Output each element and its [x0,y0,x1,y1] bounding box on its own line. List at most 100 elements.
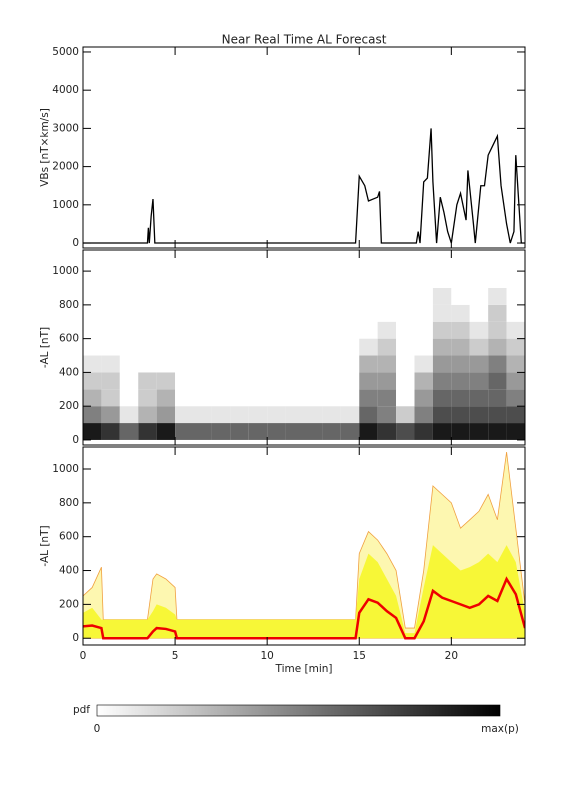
heat-cell [230,304,249,322]
heat-cell [248,287,268,305]
heat-cell [175,287,194,305]
heat-cell [304,389,323,407]
heat-cell [83,304,102,322]
heat-cell [414,287,433,305]
heat-cell [211,271,231,288]
heat-cell [359,423,378,440]
heat-cell [377,406,397,424]
heat-cell [506,287,525,305]
heat-cell [432,423,452,440]
x-axis-label: Time [min] [274,663,332,675]
heat-cell [267,423,286,440]
y-tick-label: 400 [59,565,79,577]
heat-cell [469,372,489,390]
heat-cell [322,406,341,424]
heat-cell [119,304,139,322]
heat-cell [469,321,489,339]
heat-cell [340,406,360,424]
heat-cell [377,355,397,373]
heat-cell [469,389,489,407]
heat-cell [359,406,378,424]
heat-cell [193,304,212,322]
heat-cell [138,271,157,288]
y-tick-label: 800 [59,497,79,509]
heat-cell [322,321,341,339]
heat-cell [340,372,360,390]
heat-cell [506,271,525,288]
heat-cell [285,372,304,390]
heat-cell [267,406,286,424]
data-line [83,128,525,244]
y-tick-label: 2000 [52,161,79,173]
heat-cell [193,287,212,305]
heat-cell [506,321,525,339]
heat-cell [248,321,268,339]
y-tick-label: 1000 [52,463,79,475]
heat-cell [432,389,452,407]
heat-cell [285,406,304,424]
heat-cell [101,304,120,322]
heat-cell [359,271,378,288]
heat-cell [285,304,304,322]
heat-cell [83,423,102,440]
heat-cell [285,423,304,440]
heat-cell [340,355,360,373]
x-tick-label: 20 [445,650,458,662]
heat-cell [83,389,102,407]
plot-area [83,452,525,640]
heat-cell [175,355,194,373]
heat-cell [359,321,378,339]
y-tick-label: 800 [59,299,79,311]
heat-cell [396,423,415,440]
heat-cell [451,304,470,322]
heat-cell [138,287,157,305]
x-tick-label: 0 [80,650,87,662]
y-tick-label: 400 [59,366,79,378]
heat-cell [230,406,249,424]
heat-cell [377,423,397,440]
heat-cell [119,423,139,440]
heat-cell [230,355,249,373]
heat-cell [469,406,489,424]
heat-cell [432,372,452,390]
x-tick-label: 15 [353,650,366,662]
heat-cell [377,287,397,305]
heat-cell [396,287,415,305]
heat-cell [83,372,102,390]
heat-cell [175,271,194,288]
heat-cell [488,321,507,339]
heat-cell [322,304,341,322]
heat-cell [359,372,378,390]
heat-cell [359,355,378,373]
heat-cell [451,406,470,424]
heat-cell [359,304,378,322]
y-tick-label: 200 [59,400,79,412]
heat-cell [211,287,231,305]
heat-cell [469,338,489,356]
heat-cell [377,304,397,322]
heat-cell [211,406,231,424]
heat-cell [451,321,470,339]
heat-cell [304,304,323,322]
heat-cell [340,304,360,322]
heat-cell [414,423,433,440]
heat-cell [175,304,194,322]
heat-cell [83,355,102,373]
heat-cell [506,338,525,356]
heat-cell [304,423,323,440]
heat-cell [101,271,120,288]
heat-cell [138,304,157,322]
heat-cell [119,338,139,356]
heat-cell [304,338,323,356]
band-inner [83,545,525,639]
heat-cell [396,338,415,356]
heat-cell [156,338,176,356]
heat-cell [211,338,231,356]
plot-area [83,128,525,244]
heat-cell [101,321,120,339]
heat-cell [175,321,194,339]
heat-cell [304,271,323,288]
heat-cell [83,338,102,356]
heat-cell [156,406,176,424]
